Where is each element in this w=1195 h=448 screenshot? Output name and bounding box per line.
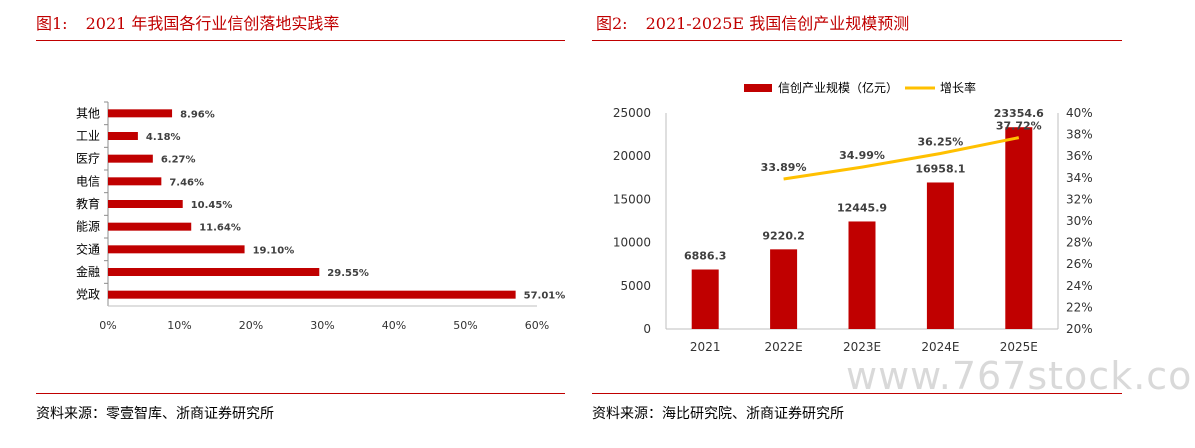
right-y-tick-label: 32% (1066, 192, 1093, 206)
bar-7 (108, 245, 245, 254)
bar-value-label: 6.27% (161, 155, 196, 166)
figure-2-number: 图2: (596, 14, 628, 33)
right-y-tick-label: 34% (1066, 171, 1093, 185)
bar-value-label: 12445.9 (837, 201, 887, 214)
bar-value-label: 9220.2 (762, 229, 804, 242)
figure-1-bottom-rule (36, 393, 565, 394)
growth-rate-label: 37.72% (996, 120, 1042, 133)
left-y-tick-label: 20000 (613, 149, 651, 163)
left-y-tick-label: 0 (643, 322, 651, 336)
bar-value-label: 23354.6 (994, 107, 1044, 120)
left-figure: 图1: 2021 年我国各行业信创落地实践率 其他 8.96% 工业 4.18% 医疗 6.… (0, 0, 575, 448)
figure-2-bottom-rule (592, 393, 1122, 394)
category-label: 党政 (76, 287, 100, 302)
bar-value-label: 8.96% (180, 109, 215, 120)
bar-2024E (926, 182, 954, 329)
right-y-tick-label: 40% (1066, 106, 1093, 120)
bar-5 (108, 200, 183, 208)
watermark: www.767stock.com (846, 354, 1195, 398)
figure-1-source: 资料来源：零壹智库、浙商证券研究所 (36, 406, 274, 422)
right-figure: 图2: 2021-2025E 我国信创产业规模预测 信创产业规模（亿元） 增长率 0 5… (592, 0, 1152, 448)
figure-2-source: 资料来源：海比研究院、浙商证券研究所 (592, 406, 844, 422)
x-tick-label: 2025E (1000, 340, 1038, 354)
bar-8 (108, 268, 320, 276)
bar-value-label: 16958.1 (915, 162, 965, 175)
right-y-tick-label: 28% (1066, 236, 1093, 250)
legend-swatch-scale (744, 84, 772, 92)
legend-label-growth: 增长率 (940, 80, 976, 95)
x-tick-label: 40% (382, 319, 406, 332)
bar-4 (108, 177, 162, 186)
bar-2025E (1005, 127, 1033, 330)
bar-value-label: 7.46% (169, 177, 204, 188)
left-y-tick-label: 15000 (613, 192, 651, 206)
left-y-tick-label: 5000 (620, 279, 651, 293)
figure-1-top-rule (36, 40, 565, 41)
bar-9 (108, 290, 516, 299)
bar-2 (108, 132, 138, 140)
x-tick-label: 10% (167, 319, 191, 332)
category-label: 工业 (76, 129, 100, 143)
x-tick-label: 50% (453, 319, 477, 332)
bar-2023E (848, 221, 876, 329)
bar-value-label: 57.01% (524, 291, 566, 302)
growth-rate-label: 33.89% (761, 161, 807, 174)
bar-value-label: 11.64% (199, 223, 241, 234)
right-y-tick-label: 24% (1066, 279, 1093, 293)
x-tick-label: 30% (310, 319, 334, 332)
left-y-tick-label: 10000 (613, 236, 651, 250)
right-y-tick-label: 30% (1066, 214, 1093, 228)
x-tick-label: 2022E (765, 340, 803, 354)
category-label: 能源 (76, 220, 100, 234)
x-tick-label: 2023E (843, 340, 881, 354)
bar-value-label: 4.18% (146, 132, 181, 143)
bar-value-label: 6886.3 (684, 250, 726, 263)
right-y-tick-label: 20% (1066, 322, 1093, 336)
bar-1 (108, 109, 173, 118)
figure-2-title-text: 2021-2025E 我国信创产业规模预测 (645, 14, 910, 33)
figure-2-top-rule (592, 40, 1122, 41)
industry-adoption-bar-chart: 其他 8.96% 工业 4.18% 医疗 6.27% 电信 7.46% 教育 10.45% 能源 11… (76, 101, 566, 332)
bar-2021 (691, 269, 719, 329)
x-tick-label: 0% (99, 319, 116, 332)
category-label: 金融 (76, 264, 100, 279)
x-tick-label: 2021 (690, 340, 721, 354)
growth-rate-line (783, 136, 1020, 181)
industry-scale-forecast-chart: 信创产业规模（亿元） 增长率 0 5000 10000 15000 20000 25000 20… (613, 80, 1093, 354)
bar-2022E (770, 249, 798, 329)
bar-6 (108, 222, 192, 231)
category-label: 医疗 (76, 152, 100, 166)
right-y-tick-label: 36% (1066, 149, 1093, 163)
right-y-tick-label: 22% (1066, 300, 1093, 314)
x-tick-label: 2024E (921, 340, 959, 354)
x-tick-label: 60% (525, 319, 549, 332)
figure-2-title: 图2: 2021-2025E 我国信创产业规模预测 (596, 10, 909, 34)
category-label: 教育 (76, 196, 100, 211)
bar-3 (108, 154, 153, 163)
growth-rate-label: 36.25% (917, 136, 963, 149)
category-label: 电信 (76, 174, 100, 188)
growth-rate-label: 34.99% (839, 149, 885, 162)
legend-label-scale: 信创产业规模（亿元） (778, 80, 898, 95)
x-tick-label: 20% (239, 319, 263, 332)
figure-1-title: 图1: 2021 年我国各行业信创落地实践率 (36, 10, 339, 34)
figure-1-title-text: 2021 年我国各行业信创落地实践率 (85, 14, 340, 33)
category-label: 交通 (76, 241, 100, 256)
figure-1-number: 图1: (36, 14, 68, 33)
bar-value-label: 29.55% (327, 268, 369, 279)
right-y-tick-label: 26% (1066, 257, 1093, 271)
bar-value-label: 19.10% (253, 245, 295, 256)
category-label: 其他 (76, 106, 100, 120)
left-y-tick-label: 25000 (613, 106, 651, 120)
bar-value-label: 10.45% (191, 200, 233, 211)
right-y-tick-label: 38% (1066, 128, 1093, 142)
